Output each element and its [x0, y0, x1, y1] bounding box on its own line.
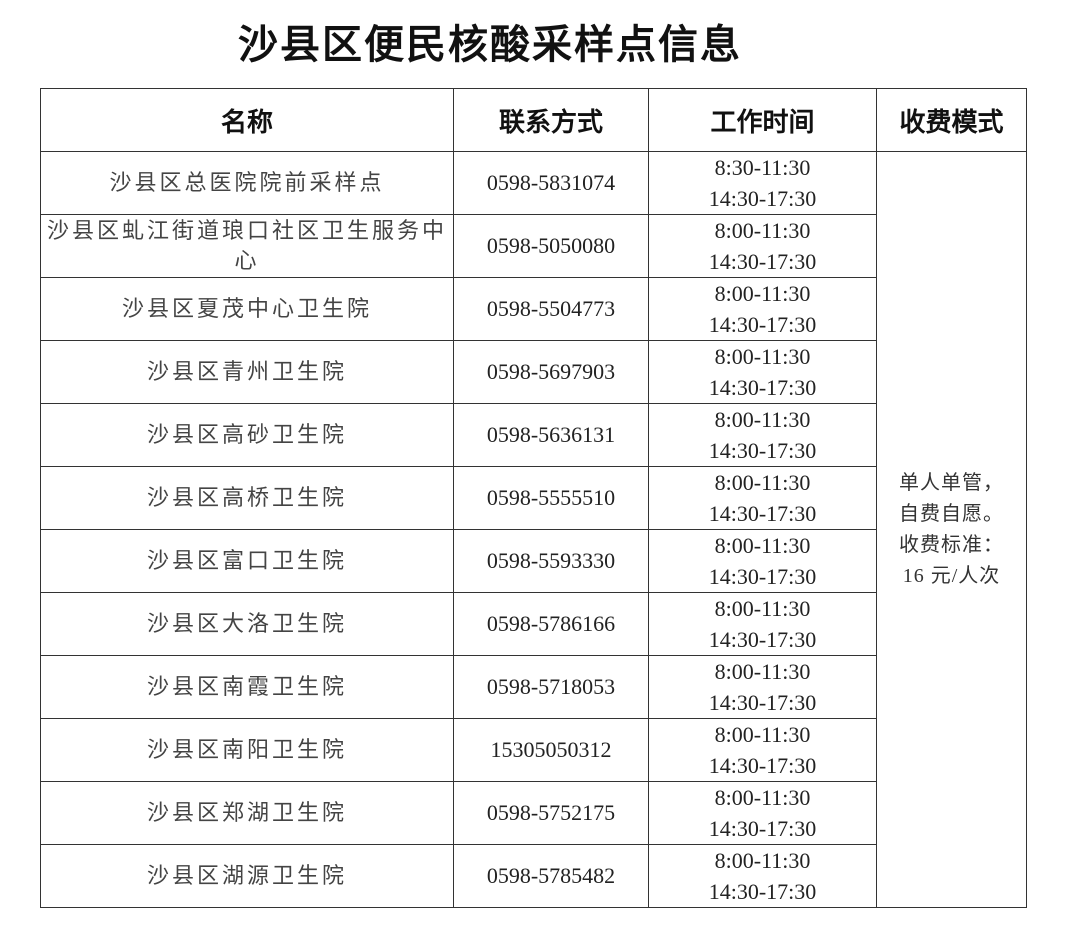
afternoon-hours: 14:30-17:30	[708, 375, 817, 400]
site-phone: 0598-5555510	[453, 466, 649, 530]
site-phone: 0598-5786166	[453, 592, 649, 656]
morning-hours: 8:00-11:30	[714, 722, 811, 747]
morning-hours: 8:00-11:30	[714, 218, 811, 243]
morning-hours: 8:00-11:30	[714, 533, 811, 558]
afternoon-hours: 14:30-17:30	[708, 186, 817, 211]
afternoon-hours: 14:30-17:30	[708, 438, 817, 463]
site-name: 沙县区高砂卫生院	[40, 403, 454, 467]
site-phone: 0598-5752175	[453, 781, 649, 845]
header-fee: 收费模式	[876, 88, 1027, 152]
afternoon-hours: 14:30-17:30	[708, 879, 817, 904]
table-row: 沙县区高桥卫生院 0598-5555510 8:00-11:30 14:30-17…	[40, 466, 1027, 530]
fee-line: 收费标准：	[899, 533, 1004, 556]
site-name: 沙县区湖源卫生院	[40, 844, 454, 908]
site-hours: 8:00-11:30 14:30-17:30	[648, 592, 877, 656]
afternoon-hours: 14:30-17:30	[708, 249, 817, 274]
afternoon-hours: 14:30-17:30	[708, 501, 817, 526]
site-hours: 8:30-11:30 14:30-17:30	[648, 151, 877, 215]
site-hours: 8:00-11:30 14:30-17:30	[648, 403, 877, 467]
fee-line: 单人单管，	[899, 471, 1004, 494]
morning-hours: 8:00-11:30	[714, 659, 811, 684]
site-name: 沙县区大洛卫生院	[40, 592, 454, 656]
site-phone: 0598-5050080	[453, 214, 649, 278]
table-header-row: 名称 联系方式 工作时间 收费模式	[40, 88, 1027, 152]
morning-hours: 8:00-11:30	[714, 344, 811, 369]
site-hours: 8:00-11:30 14:30-17:30	[648, 529, 877, 593]
site-hours: 8:00-11:30 14:30-17:30	[648, 781, 877, 845]
site-phone: 0598-5636131	[453, 403, 649, 467]
table-row: 沙县区夏茂中心卫生院 0598-5504773 8:00-11:30 14:30-…	[40, 277, 1027, 341]
site-phone: 0598-5785482	[453, 844, 649, 908]
site-phone: 0598-5697903	[453, 340, 649, 404]
afternoon-hours: 14:30-17:30	[708, 816, 817, 841]
fee-line: 16 元/人次	[902, 564, 1001, 587]
header-contact: 联系方式	[453, 88, 649, 152]
site-hours: 8:00-11:30 14:30-17:30	[648, 655, 877, 719]
morning-hours: 8:30-11:30	[714, 155, 811, 180]
site-name: 沙县区总医院院前采样点	[40, 151, 454, 215]
site-hours: 8:00-11:30 14:30-17:30	[648, 340, 877, 404]
table-row: 沙县区南阳卫生院 15305050312 8:00-11:30 14:30-17:…	[40, 718, 1027, 782]
morning-hours: 8:00-11:30	[714, 281, 811, 306]
morning-hours: 8:00-11:30	[714, 596, 811, 621]
morning-hours: 8:00-11:30	[714, 785, 811, 810]
fee-line: 自费自愿。	[899, 502, 1004, 525]
afternoon-hours: 14:30-17:30	[708, 627, 817, 652]
afternoon-hours: 14:30-17:30	[708, 753, 817, 778]
site-phone: 15305050312	[453, 718, 649, 782]
site-phone: 0598-5831074	[453, 151, 649, 215]
site-phone: 0598-5593330	[453, 529, 649, 593]
site-phone: 0598-5718053	[453, 655, 649, 719]
site-phone: 0598-5504773	[453, 277, 649, 341]
site-name: 沙县区南霞卫生院	[40, 655, 454, 719]
site-hours: 8:00-11:30 14:30-17:30	[648, 718, 877, 782]
table-row: 沙县区湖源卫生院 0598-5785482 8:00-11:30 14:30-17…	[40, 844, 1027, 908]
morning-hours: 8:00-11:30	[714, 407, 811, 432]
site-hours: 8:00-11:30 14:30-17:30	[648, 466, 877, 530]
table-row: 沙县区高砂卫生院 0598-5636131 8:00-11:30 14:30-17…	[40, 403, 1027, 467]
header-hours: 工作时间	[648, 88, 877, 152]
site-name: 沙县区夏茂中心卫生院	[40, 277, 454, 341]
morning-hours: 8:00-11:30	[714, 848, 811, 873]
table-row: 沙县区大洛卫生院 0598-5786166 8:00-11:30 14:30-17…	[40, 592, 1027, 656]
table-row: 沙县区虬江街道琅口社区卫生服务中心 0598-5050080 8:00-11:3…	[40, 214, 1027, 278]
site-name: 沙县区郑湖卫生院	[40, 781, 454, 845]
site-hours: 8:00-11:30 14:30-17:30	[648, 844, 877, 908]
site-hours: 8:00-11:30 14:30-17:30	[648, 214, 877, 278]
site-name: 沙县区富口卫生院	[40, 529, 454, 593]
site-hours: 8:00-11:30 14:30-17:30	[648, 277, 877, 341]
table-row: 沙县区青州卫生院 0598-5697903 8:00-11:30 14:30-17…	[40, 340, 1027, 404]
site-name: 沙县区虬江街道琅口社区卫生服务中心	[40, 214, 454, 278]
site-name: 沙县区高桥卫生院	[40, 466, 454, 530]
site-name: 沙县区青州卫生院	[40, 340, 454, 404]
afternoon-hours: 14:30-17:30	[708, 690, 817, 715]
page-title: 沙县区便民核酸采样点信息	[238, 22, 742, 67]
header-name: 名称	[40, 88, 454, 152]
table-row: 沙县区总医院院前采样点 0598-5831074 8:30-11:30 14:30…	[40, 151, 1027, 908]
morning-hours: 8:00-11:30	[714, 470, 811, 495]
afternoon-hours: 14:30-17:30	[708, 564, 817, 589]
sampling-sites-table: 名称 联系方式 工作时间 收费模式 沙县区总医院院前采样点 0598-58310…	[40, 88, 1027, 908]
fee-mode: 单人单管， 自费自愿。收费标准： 16 元/人次	[876, 151, 1027, 908]
site-name: 沙县区南阳卫生院	[40, 718, 454, 782]
table-row: 沙县区郑湖卫生院 0598-5752175 8:00-11:30 14:30-17…	[40, 781, 1027, 845]
afternoon-hours: 14:30-17:30	[708, 312, 817, 337]
